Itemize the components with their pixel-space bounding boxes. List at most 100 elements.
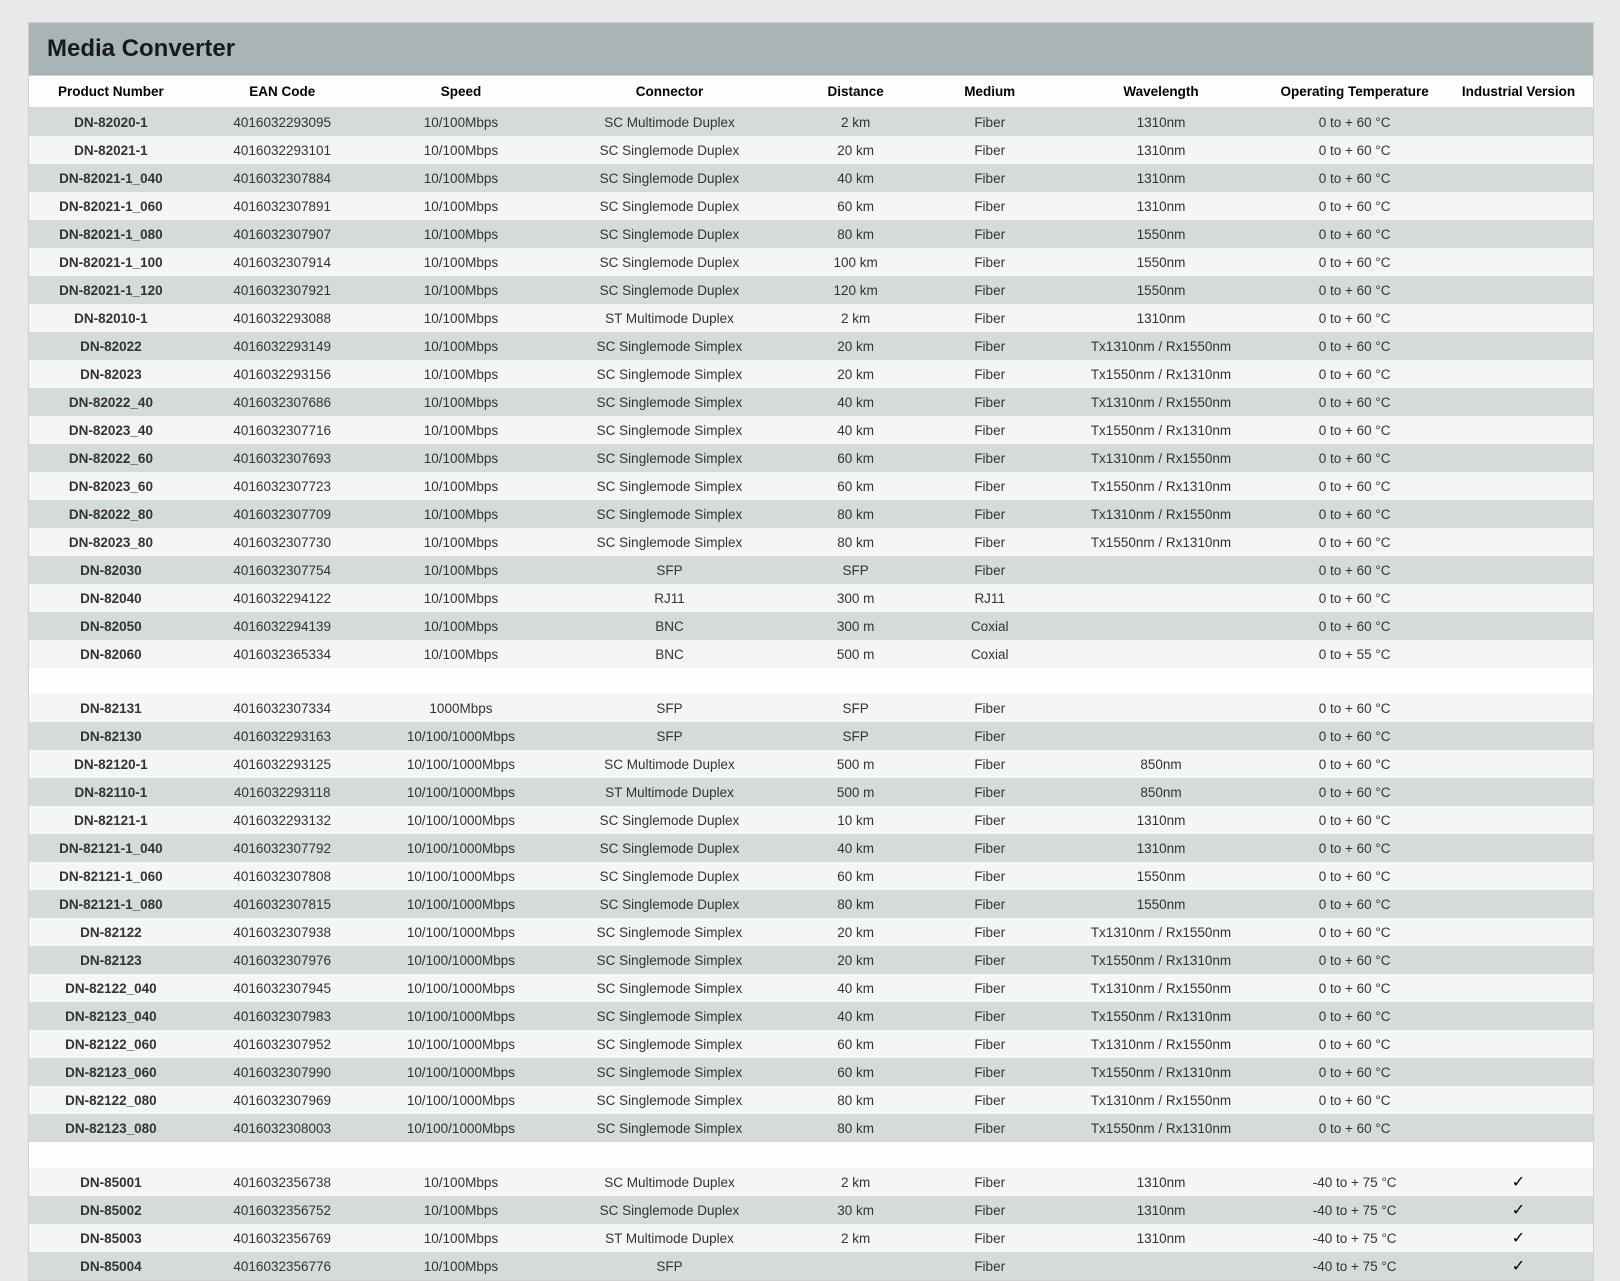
table-cell: 4016032293088 xyxy=(193,304,372,332)
table-cell: 4016032307969 xyxy=(193,1086,372,1114)
table-cell xyxy=(1444,722,1593,750)
table-cell xyxy=(1057,668,1266,694)
table-cell: 0 to + 60 °C xyxy=(1265,500,1444,528)
table-cell: SC Singlemode Simplex xyxy=(550,500,788,528)
table-row: DN-82040401603229412210/100MbpsRJ11300 m… xyxy=(29,584,1593,612)
table-cell: 0 to + 55 °C xyxy=(1265,640,1444,668)
table-cell: 10/100Mbps xyxy=(372,472,551,500)
table-cell: Fiber xyxy=(923,1058,1057,1086)
table-cell: Fiber xyxy=(923,304,1057,332)
table-cell: 1310nm xyxy=(1057,1168,1266,1196)
table-cell: 4016032293101 xyxy=(193,136,372,164)
table-cell: 0 to + 60 °C xyxy=(1265,862,1444,890)
table-cell: 10/100Mbps xyxy=(372,360,551,388)
table-cell: 4016032307686 xyxy=(193,388,372,416)
column-header: Medium xyxy=(923,76,1057,108)
table-cell xyxy=(29,668,193,694)
table-cell: 4016032307945 xyxy=(193,974,372,1002)
table-cell: Fiber xyxy=(923,1002,1057,1030)
table-cell: Fiber xyxy=(923,388,1057,416)
table-cell: SC Singlemode Simplex xyxy=(550,946,788,974)
table-cell: Fiber xyxy=(923,276,1057,304)
table-cell xyxy=(1444,946,1593,974)
table-cell xyxy=(1057,694,1266,722)
table-cell xyxy=(923,668,1057,694)
table-cell: DN-82110-1 xyxy=(29,778,193,806)
table-cell: RJ11 xyxy=(923,584,1057,612)
table-cell: -40 to + 75 °C xyxy=(1265,1168,1444,1196)
table-row: DN-82123_040401603230798310/100/1000Mbps… xyxy=(29,1002,1593,1030)
table-cell xyxy=(1444,1030,1593,1058)
table-cell: 10/100Mbps xyxy=(372,164,551,192)
table-cell: DN-82122_060 xyxy=(29,1030,193,1058)
table-cell: 60 km xyxy=(789,192,923,220)
table-cell: 10/100Mbps xyxy=(372,1196,551,1224)
table-cell: DN-85004 xyxy=(29,1252,193,1280)
table-cell: DN-82023_40 xyxy=(29,416,193,444)
table-cell: 10/100/1000Mbps xyxy=(372,890,551,918)
table-cell: 4016032356738 xyxy=(193,1168,372,1196)
table-cell xyxy=(1444,248,1593,276)
table-cell: 1310nm xyxy=(1057,164,1266,192)
table-cell: 1310nm xyxy=(1057,108,1266,137)
table-cell: 10/100Mbps xyxy=(372,528,551,556)
table-cell xyxy=(1444,1002,1593,1030)
table-cell: DN-82123_060 xyxy=(29,1058,193,1086)
table-cell: 10/100/1000Mbps xyxy=(372,946,551,974)
table-cell: 1550nm xyxy=(1057,220,1266,248)
table-cell: 4016032307334 xyxy=(193,694,372,722)
table-cell: 0 to + 60 °C xyxy=(1265,444,1444,472)
table-cell xyxy=(1444,388,1593,416)
table-cell: 0 to + 60 °C xyxy=(1265,778,1444,806)
table-cell: SFP xyxy=(789,556,923,584)
table-cell: 10/100/1000Mbps xyxy=(372,1030,551,1058)
table-cell xyxy=(1444,640,1593,668)
table-cell xyxy=(1265,668,1444,694)
table-cell: Fiber xyxy=(923,360,1057,388)
table-cell: 60 km xyxy=(789,472,923,500)
table-cell: 10 km xyxy=(789,806,923,834)
table-cell: 4016032307914 xyxy=(193,248,372,276)
table-cell: -40 to + 75 °C xyxy=(1265,1224,1444,1252)
table-cell: 2 km xyxy=(789,304,923,332)
table-cell: 40 km xyxy=(789,416,923,444)
table-cell: 10/100/1000Mbps xyxy=(372,918,551,946)
table-cell: 1550nm xyxy=(1057,248,1266,276)
column-header: Distance xyxy=(789,76,923,108)
table-cell: 4016032294122 xyxy=(193,584,372,612)
table-cell: 0 to + 60 °C xyxy=(1265,834,1444,862)
table-cell: SC Singlemode Duplex xyxy=(550,862,788,890)
table-cell xyxy=(29,1142,193,1168)
column-header: Connector xyxy=(550,76,788,108)
table-cell: 0 to + 60 °C xyxy=(1265,694,1444,722)
table-cell xyxy=(789,668,923,694)
table-cell: Tx1550nm / Rx1310nm xyxy=(1057,360,1266,388)
table-cell: 10/100Mbps xyxy=(372,416,551,444)
table-cell: 10/100Mbps xyxy=(372,500,551,528)
table-cell: 1310nm xyxy=(1057,304,1266,332)
table-cell: 4016032307723 xyxy=(193,472,372,500)
table-cell: SC Singlemode Duplex xyxy=(550,1196,788,1224)
table-cell: 500 m xyxy=(789,778,923,806)
column-header: Speed xyxy=(372,76,551,108)
table-cell: 0 to + 60 °C xyxy=(1265,890,1444,918)
table-cell: DN-82023_60 xyxy=(29,472,193,500)
table-gap-row xyxy=(29,1142,1593,1168)
table-row: DN-82121-1401603229313210/100/1000MbpsSC… xyxy=(29,806,1593,834)
table-cell: Tx1310nm / Rx1550nm xyxy=(1057,444,1266,472)
table-cell xyxy=(1444,276,1593,304)
table-row: DN-82123_060401603230799010/100/1000Mbps… xyxy=(29,1058,1593,1086)
table-cell: 4016032307990 xyxy=(193,1058,372,1086)
table-cell: 120 km xyxy=(789,276,923,304)
table-cell: DN-82022_40 xyxy=(29,388,193,416)
table-cell: 0 to + 60 °C xyxy=(1265,108,1444,137)
table-cell: Tx1550nm / Rx1310nm xyxy=(1057,1002,1266,1030)
table-cell: SC Singlemode Simplex xyxy=(550,918,788,946)
table-cell: SC Singlemode Duplex xyxy=(550,806,788,834)
table-cell: Tx1310nm / Rx1550nm xyxy=(1057,1086,1266,1114)
table-cell xyxy=(1444,500,1593,528)
table-cell: 10/100Mbps xyxy=(372,108,551,137)
table-cell: 4016032293156 xyxy=(193,360,372,388)
table-row: DN-82010-1401603229308810/100MbpsST Mult… xyxy=(29,304,1593,332)
table-cell: 30 km xyxy=(789,1196,923,1224)
